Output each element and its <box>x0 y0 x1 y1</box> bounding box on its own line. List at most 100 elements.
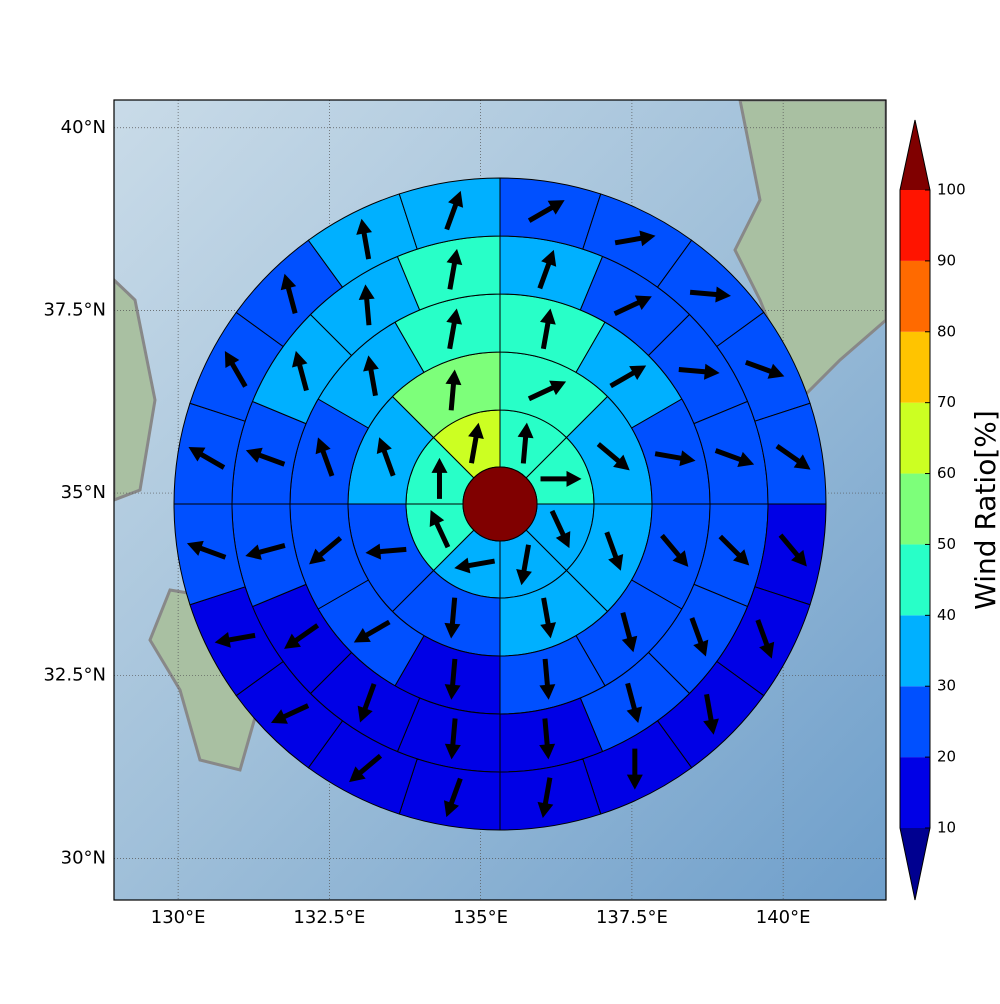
colorbar-segment <box>900 260 930 332</box>
x-tick-label: 130°E <box>151 907 206 928</box>
colorbar-tick-label: 90 <box>937 251 956 269</box>
wind-arrow <box>444 658 461 700</box>
x-tick-label: 140°E <box>756 907 811 928</box>
wind-arrow <box>718 534 750 566</box>
wind-arrow <box>678 363 720 380</box>
wind-arrow <box>315 437 335 477</box>
y-tick-label: 35°N <box>61 482 106 503</box>
sector <box>398 177 501 250</box>
wind-arrow <box>186 540 227 560</box>
colorbar-segment <box>900 615 930 687</box>
wind-arrow <box>446 308 463 350</box>
wind-arrow <box>291 350 309 392</box>
colorbar-label: Wind Ratio[%] <box>969 410 1000 610</box>
y-tick-label: 32.5°N <box>43 665 106 686</box>
colorbar-segment <box>900 331 930 403</box>
colorbar-tick-label: 100 <box>937 181 966 199</box>
wind-arrow <box>309 536 343 565</box>
x-tick-label: 132.5°E <box>293 907 365 928</box>
wind-arrow <box>365 543 407 560</box>
wind-arrow <box>539 718 556 760</box>
wind-arrow <box>527 200 565 223</box>
colorbar-tick-label: 60 <box>937 464 956 482</box>
colorbar-tick-label: 80 <box>937 322 956 340</box>
wind-arrow <box>357 683 377 723</box>
wind-arrow <box>443 777 463 818</box>
wind-arrow <box>625 682 643 724</box>
wind-arrow <box>660 533 689 567</box>
wind-arrow <box>614 230 656 247</box>
y-tick-label: 40°N <box>61 117 106 138</box>
colorbar-segment <box>900 473 930 545</box>
wind-arrow <box>540 597 556 639</box>
wind-arrow <box>429 510 451 549</box>
wind-arrow <box>703 693 719 735</box>
wind-arrow <box>620 612 638 653</box>
colorbar: 10 20 30 40 50 60 70 80 90 100 <box>899 119 966 901</box>
wind-arrow <box>444 597 461 639</box>
wind-arrow <box>358 284 375 326</box>
wind-arrow <box>454 557 496 574</box>
y-tick-label: 30°N <box>61 847 106 868</box>
wind-arrow <box>596 442 630 471</box>
wind-arrow <box>349 753 383 783</box>
colorbar-over <box>900 120 930 190</box>
y-tick-label: 37.5°N <box>43 299 106 320</box>
wind-arrow <box>654 450 696 467</box>
wind-arrow <box>188 447 226 470</box>
wind-arrow <box>245 543 286 560</box>
wind-arrow <box>431 457 448 499</box>
colorbar-segment <box>900 544 930 616</box>
colorbar-tick-label: 30 <box>937 677 956 695</box>
center-circle <box>462 466 538 542</box>
wind-arrow <box>755 619 775 659</box>
wind-arrow <box>689 286 731 303</box>
wind-arrow <box>537 777 554 819</box>
wind-arrow <box>775 444 811 470</box>
wind-arrow <box>353 619 391 643</box>
x-tick-label: 135°E <box>453 907 508 928</box>
wind-arrow <box>376 437 396 477</box>
wind-arrow <box>516 544 532 586</box>
colorbar-tick-label: 20 <box>937 748 956 766</box>
wind-arrow <box>446 248 463 290</box>
colorbar-segment <box>900 190 930 261</box>
wind-arrow <box>549 509 571 549</box>
wind-arrow <box>626 748 643 790</box>
colorbar-segment <box>900 686 930 758</box>
colorbar-tick-label: 40 <box>937 606 956 624</box>
wind-arrow <box>444 718 461 760</box>
wind-arrow <box>540 470 582 487</box>
wind-arrow <box>537 249 557 290</box>
wind-arrow <box>224 350 248 388</box>
wind-arrow <box>270 703 310 724</box>
colorbar-segment <box>900 402 930 474</box>
wind-rose <box>173 177 827 831</box>
wind-arrow <box>604 531 624 571</box>
colorbar-segment <box>900 757 930 828</box>
wind-arrow <box>356 218 373 260</box>
wind-arrow <box>539 658 556 700</box>
wind-arrow <box>445 369 462 411</box>
wind-arrow <box>527 380 567 402</box>
colorbar-tick-label: 70 <box>937 393 956 411</box>
wind-arrow <box>214 631 256 648</box>
wind-arrow <box>468 422 484 464</box>
wind-arrow <box>609 365 647 389</box>
wind-arrow <box>714 448 755 467</box>
wind-arrow <box>245 447 286 467</box>
axes-frame <box>113 99 887 901</box>
wind-arrow <box>744 359 785 379</box>
wind-arrow <box>444 190 464 231</box>
colorbar-tick-label: 50 <box>937 535 956 553</box>
wind-arrow <box>778 533 807 567</box>
wind-arrow <box>284 623 320 649</box>
wind-arrow <box>363 355 379 397</box>
colorbar-tick-label: 10 <box>937 819 956 837</box>
wind-arrow <box>280 273 298 314</box>
x-tick-label: 137.5°E <box>596 907 668 928</box>
colorbar-under <box>900 828 930 900</box>
wind-arrow <box>689 617 709 657</box>
wind-arrow <box>540 308 556 350</box>
